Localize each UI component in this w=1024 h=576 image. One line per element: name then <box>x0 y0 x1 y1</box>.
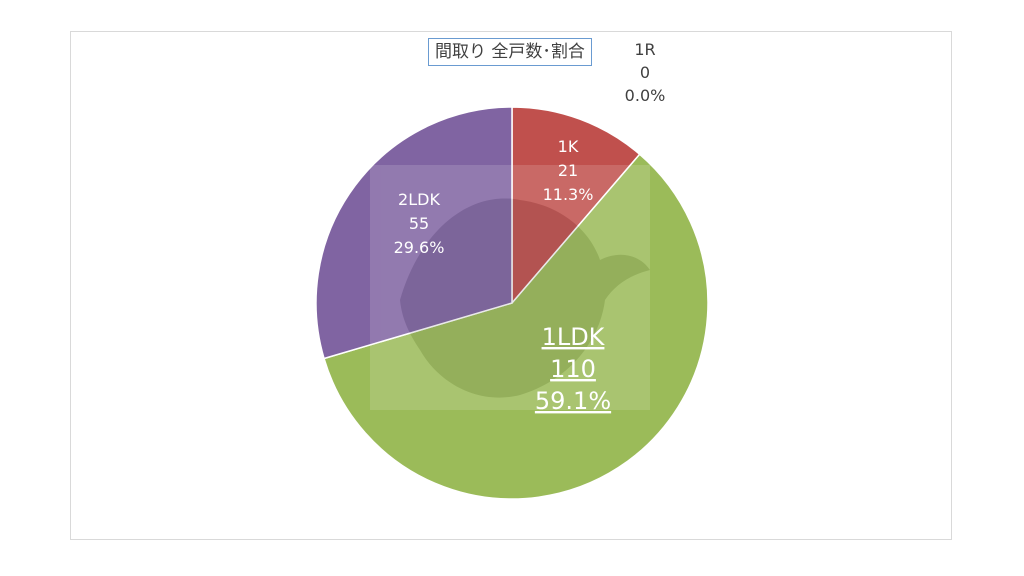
slice-value-label: 0 <box>640 63 650 82</box>
slice-category-label: 1K <box>558 137 579 156</box>
slice-labels: 1R 0 0.0% 1K 21 11.3% 1LDK 110 59.1% 2LDK 55 29.6% <box>394 40 666 415</box>
slice-category-label: 2LDK <box>398 190 440 209</box>
slice-value-label: 21 <box>558 161 578 180</box>
slice-value-label: 110 <box>550 355 596 383</box>
slice-category-label: 1LDK <box>542 323 606 351</box>
pie-slice-2ldk <box>315 106 513 360</box>
slice-value-label: 55 <box>409 214 429 233</box>
pie-slices <box>315 106 709 500</box>
slice-category-label: 1R <box>634 40 655 59</box>
slice-label-1ldk: 1LDK 110 59.1% <box>535 323 611 415</box>
slice-percent-label: 59.1% <box>535 387 611 415</box>
slice-percent-label: 29.6% <box>394 238 445 257</box>
slice-label-1r: 1R 0 0.0% <box>625 40 666 105</box>
slice-percent-label: 0.0% <box>625 86 666 105</box>
pie-slice-1ldk <box>323 153 709 500</box>
chart-title: 間取り 全戸数･割合 <box>428 38 592 66</box>
slice-label-1k: 1K 21 11.3% <box>543 137 594 204</box>
slice-percent-label: 11.3% <box>543 185 594 204</box>
pie-slice-1k <box>511 106 641 306</box>
slice-label-2ldk: 2LDK 55 29.6% <box>394 190 445 257</box>
